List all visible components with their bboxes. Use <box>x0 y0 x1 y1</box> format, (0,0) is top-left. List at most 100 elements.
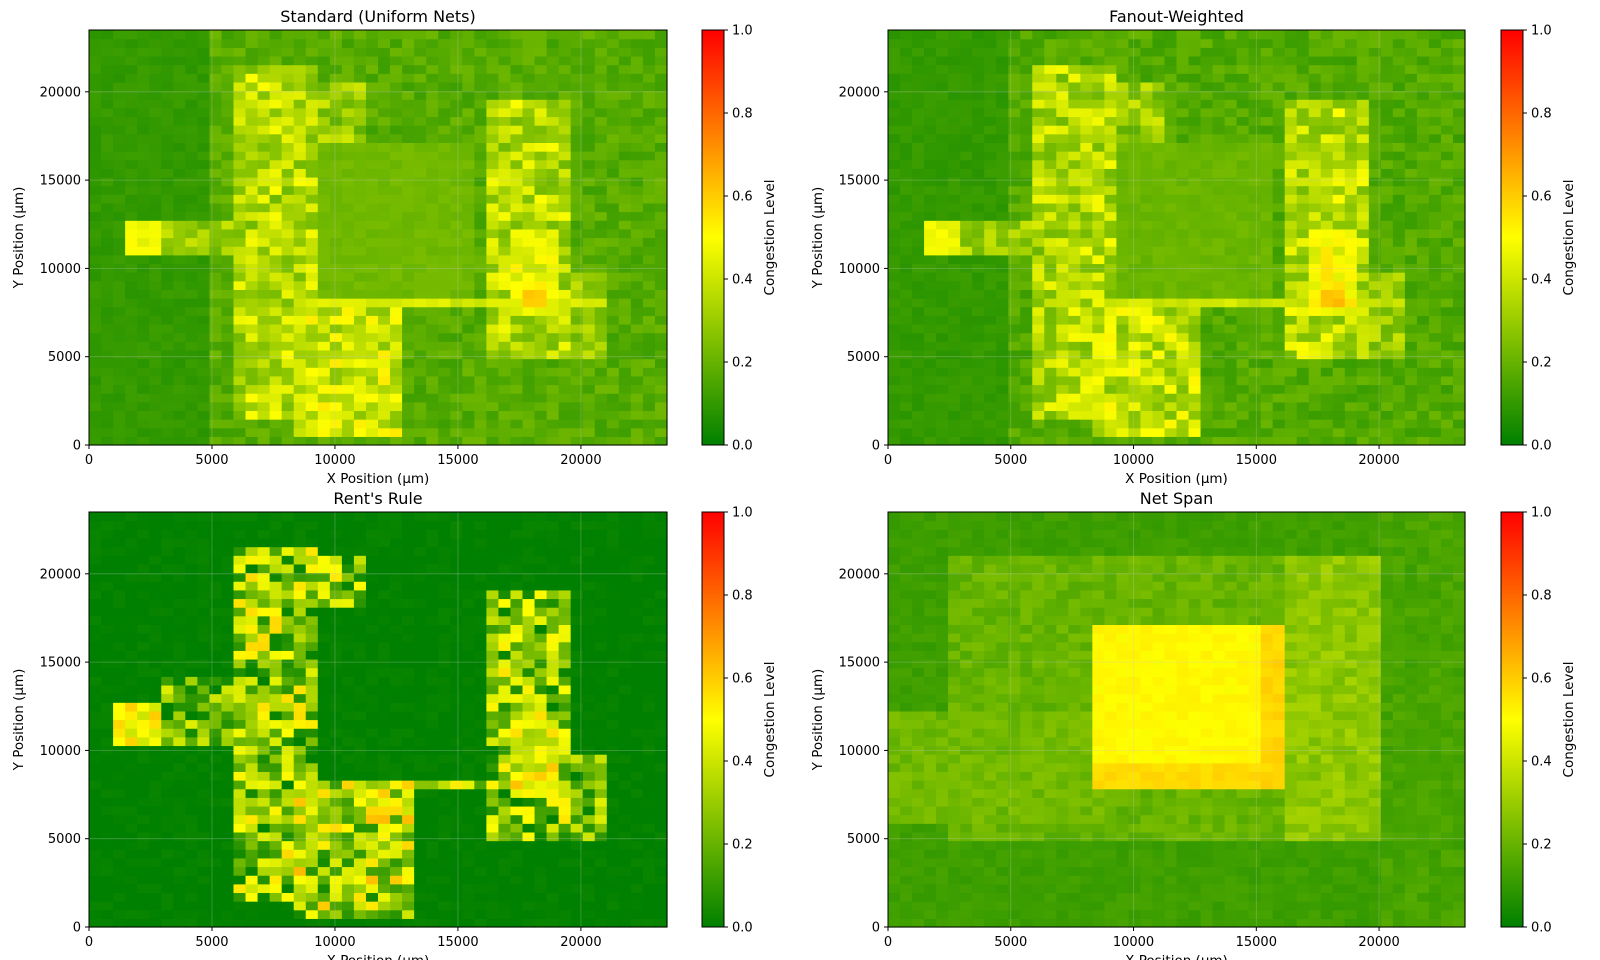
heatmap-cell <box>486 384 500 394</box>
heatmap-cell <box>209 47 223 57</box>
heatmap-cell <box>185 151 198 161</box>
heatmap-cell <box>1224 176 1238 187</box>
heatmap-cell <box>101 883 114 894</box>
heatmap-cell <box>269 289 283 299</box>
heatmap-cell <box>900 375 913 386</box>
heatmap-cell <box>197 30 211 40</box>
heatmap-cell <box>173 306 186 316</box>
heatmap-cell <box>642 107 656 118</box>
heatmap-cell <box>438 116 451 126</box>
heatmap-cell <box>534 81 548 92</box>
heatmap-cell <box>173 107 186 118</box>
heatmap-cell <box>510 55 524 66</box>
heatmap-cell <box>1368 246 1382 256</box>
heatmap-cell <box>1104 332 1117 342</box>
heatmap-cell <box>498 81 512 92</box>
heatmap-cell <box>1404 263 1418 273</box>
heatmap-cell <box>365 159 379 169</box>
heatmap-cell <box>1368 427 1382 437</box>
heatmap-cell <box>89 918 102 928</box>
heatmap-cell <box>185 358 198 368</box>
heatmap-cell <box>546 367 560 377</box>
heatmap-cell <box>1212 401 1226 412</box>
heatmap-cell <box>161 64 174 74</box>
heatmap-cell <box>233 419 247 429</box>
heatmap-cell <box>474 90 487 100</box>
heatmap-cell <box>89 883 102 894</box>
heatmap-cell <box>1320 306 1334 316</box>
heatmap-cell <box>1248 341 1262 351</box>
heatmap-cell <box>1344 419 1358 429</box>
heatmap-cell <box>1272 315 1286 325</box>
heatmap-cell <box>1236 142 1250 152</box>
heatmap-cell <box>642 81 656 92</box>
heatmap-cell <box>221 107 235 118</box>
heatmap-cell <box>1308 401 1322 412</box>
heatmap-cell <box>365 116 379 126</box>
heatmap-cell <box>1188 151 1202 161</box>
heatmap-cell <box>1260 185 1274 195</box>
heatmap-cell <box>221 99 235 109</box>
heatmap-cell <box>390 883 403 894</box>
heatmap-cell <box>996 358 1009 368</box>
heatmap-cell <box>1236 375 1250 386</box>
heatmap-cell <box>1332 436 1346 446</box>
heatmap-cell <box>197 349 211 360</box>
heatmap-cell <box>149 875 162 885</box>
heatmap-cell <box>1008 349 1021 360</box>
heatmap-cell <box>642 384 656 394</box>
heatmap-cell <box>924 202 937 213</box>
heatmap-cell <box>642 341 656 351</box>
heatmap-cell <box>630 272 644 282</box>
heatmap-cell <box>1428 384 1442 394</box>
heatmap-cell <box>1044 30 1057 40</box>
heatmap-cell <box>522 99 536 109</box>
heatmap-cell <box>1380 220 1394 230</box>
heatmap-cell <box>984 367 997 377</box>
heatmap-cell <box>1452 306 1466 316</box>
heatmap-cell <box>1188 393 1202 403</box>
heatmap-cell <box>1296 246 1310 256</box>
heatmap-cell <box>185 220 198 230</box>
heatmap-cell <box>630 107 644 118</box>
heatmap-cell <box>900 358 913 368</box>
heatmap-cell <box>534 901 548 911</box>
heatmap-cell <box>474 909 487 919</box>
heatmap-cell <box>1416 298 1430 308</box>
heatmap-cell <box>510 254 524 265</box>
heatmap-cell <box>89 419 102 429</box>
heatmap-cell <box>486 47 500 57</box>
heatmap-cell <box>1092 401 1105 412</box>
heatmap-cell <box>1068 332 1081 342</box>
heatmap-cell <box>546 323 560 334</box>
heatmap-cell <box>450 349 463 360</box>
heatmap-cell <box>654 349 668 360</box>
heatmap-cell <box>378 427 391 437</box>
heatmap-cell <box>924 237 937 247</box>
heatmap-cell <box>113 436 126 446</box>
heatmap-cell <box>606 90 620 100</box>
x-tick-label: 15000 <box>437 453 478 468</box>
heatmap-cell <box>1404 159 1418 169</box>
heatmap-cell <box>1440 367 1454 377</box>
heatmap-cell <box>1320 341 1334 351</box>
heatmap-cell <box>101 332 114 342</box>
heatmap-cell <box>209 358 223 368</box>
heatmap-cell <box>606 393 620 403</box>
x-tick-label: 5000 <box>195 453 228 468</box>
heatmap-cell <box>1152 81 1166 92</box>
heatmap-cell <box>462 228 475 239</box>
heatmap-cell <box>606 427 620 437</box>
heatmap-cell <box>426 116 439 126</box>
heatmap-cell <box>594 401 608 412</box>
heatmap-cell <box>1404 176 1418 187</box>
heatmap-cell <box>972 332 985 342</box>
heatmap-cell <box>642 306 656 316</box>
heatmap-cell <box>1392 194 1406 204</box>
heatmap-cell <box>618 228 632 239</box>
heatmap-cell <box>365 246 379 256</box>
heatmap-cell <box>1212 142 1226 152</box>
heatmap-cell <box>414 237 427 247</box>
heatmap-cell <box>1428 272 1442 282</box>
heatmap-cell <box>1152 349 1166 360</box>
